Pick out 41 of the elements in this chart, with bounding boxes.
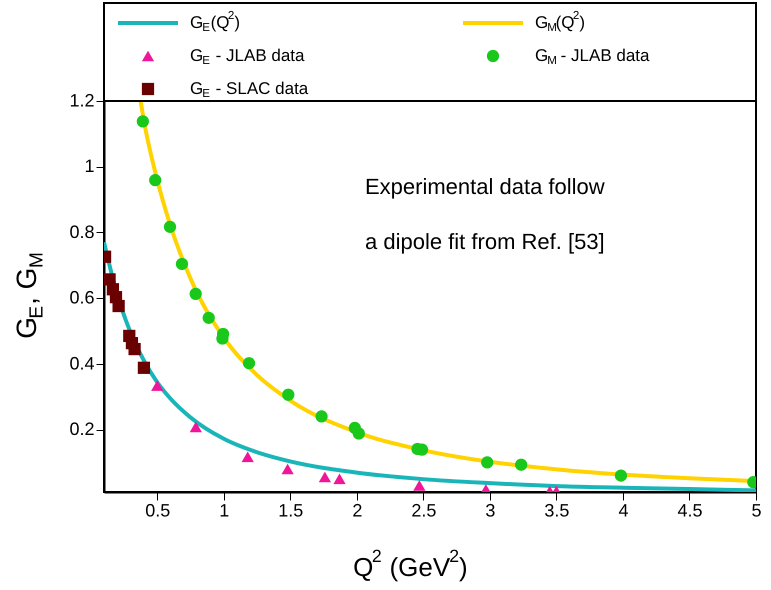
y-axis-title: GE, GM xyxy=(11,252,48,339)
point xyxy=(242,357,256,370)
point xyxy=(151,380,164,391)
point xyxy=(413,480,426,491)
y-tick-label: 0.8 xyxy=(69,222,94,242)
x-tick-label: 3 xyxy=(485,500,496,520)
point xyxy=(190,422,202,432)
point xyxy=(128,342,141,356)
x-tick-label: 2 xyxy=(352,500,362,520)
point xyxy=(136,115,149,128)
point xyxy=(315,410,328,423)
x-tick-label: 1.5 xyxy=(278,500,304,520)
y-tick-label: 1.2 xyxy=(69,90,94,110)
point xyxy=(202,312,215,324)
point xyxy=(190,288,202,300)
point xyxy=(112,300,125,312)
point xyxy=(352,427,365,440)
point xyxy=(614,469,628,482)
point xyxy=(333,474,346,484)
y-tick-label: 1 xyxy=(84,156,94,176)
point xyxy=(515,458,528,471)
point xyxy=(282,388,294,401)
point xyxy=(481,456,494,469)
point xyxy=(149,174,162,186)
y-tick-label: 0.2 xyxy=(69,419,94,440)
text: Experimental data follow a dipole fit from Ref. [53] xyxy=(365,174,605,254)
x-tick-label: 3.5 xyxy=(544,500,570,520)
x-tick-label: 4.5 xyxy=(677,500,702,520)
x-tick-label: 4 xyxy=(618,500,628,520)
x-tick-label: 2.5 xyxy=(411,500,436,520)
x-tick-label: 0.5 xyxy=(145,500,170,520)
point xyxy=(282,464,294,474)
y-tick-label: 0.6 xyxy=(69,288,94,308)
point xyxy=(242,452,254,462)
point xyxy=(176,258,188,270)
y-tick-label: 0.4 xyxy=(69,353,94,374)
point xyxy=(164,220,176,233)
x-tick-label: 5 xyxy=(751,500,762,520)
x-tick-label: 1 xyxy=(219,500,230,520)
point xyxy=(138,362,150,374)
point xyxy=(318,472,332,482)
